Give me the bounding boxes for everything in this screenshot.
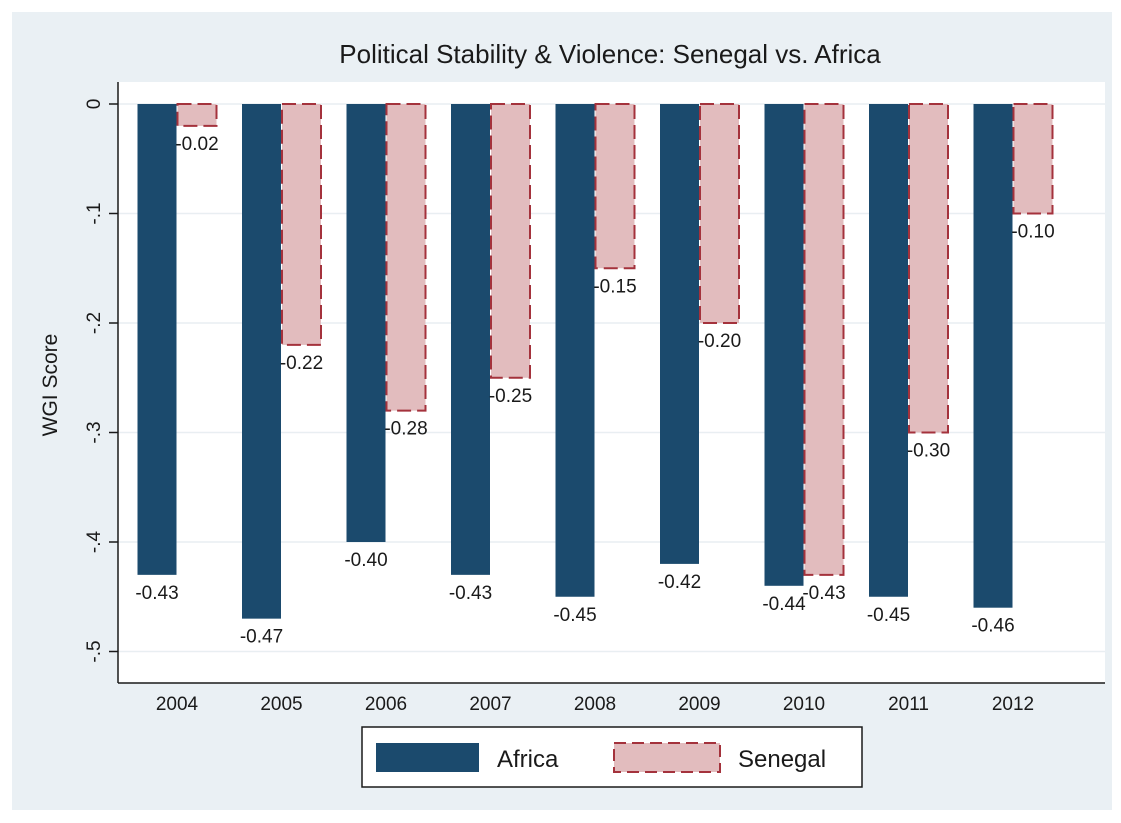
bar-africa <box>242 104 281 619</box>
bar-senegal <box>594 103 636 270</box>
x-tick-label: 2006 <box>365 694 407 715</box>
bars <box>137 103 1054 619</box>
data-label-senegal: -0.43 <box>802 583 845 604</box>
legend-label-africa: Africa <box>497 746 559 773</box>
x-tick-label: 2007 <box>469 694 511 715</box>
bar-senegal <box>908 103 949 434</box>
chart-title: Political Stability & Violence: Senegal … <box>339 39 881 69</box>
bar-africa <box>137 104 177 575</box>
x-tick-label: 2009 <box>678 694 720 715</box>
legend-swatch-senegal <box>613 742 721 773</box>
y-axis-ticks: 0 -.1 -.2 -.3 -.4 -.5 <box>84 99 118 663</box>
bar-africa <box>869 104 908 597</box>
bar-senegal <box>699 103 740 324</box>
bar-africa <box>973 104 1013 608</box>
data-labels: -0.43 -0.02 -0.47 -0.22 -0.40 -0.28 -0.43 -0.25… <box>135 134 1054 648</box>
x-tick-label: 2011 <box>888 694 929 715</box>
data-label-africa: -0.46 <box>971 616 1014 637</box>
legend-swatch-africa <box>376 743 479 772</box>
data-label-africa: -0.40 <box>344 550 387 571</box>
data-label-africa: -0.45 <box>867 605 910 626</box>
data-label-africa: -0.43 <box>449 583 492 604</box>
data-label-senegal: -0.10 <box>1011 222 1054 243</box>
data-label-africa: -0.44 <box>762 594 806 615</box>
x-tick-label: 2004 <box>156 694 199 715</box>
y-tick-label: -.3 <box>84 421 105 443</box>
y-tick-label: 0 <box>84 99 105 110</box>
bar-africa <box>764 104 804 586</box>
data-label-senegal: -0.02 <box>175 134 218 155</box>
data-label-africa: -0.47 <box>240 627 283 648</box>
data-label-senegal: -0.30 <box>907 441 950 462</box>
y-tick-label: -.1 <box>84 202 105 224</box>
bar-africa <box>346 104 386 542</box>
legend-label-senegal: Senegal <box>738 746 826 773</box>
x-tick-label: 2005 <box>260 694 302 715</box>
x-tick-label: 2008 <box>574 694 616 715</box>
legend: Africa Senegal <box>361 726 863 788</box>
x-tick-label: 2010 <box>783 694 825 715</box>
x-tick-label: 2012 <box>992 694 1034 715</box>
y-tick-label: -.2 <box>84 312 105 334</box>
data-label-africa: -0.42 <box>658 572 701 593</box>
bar-senegal <box>176 103 218 127</box>
data-label-senegal: -0.20 <box>698 331 741 352</box>
bar-senegal <box>490 103 531 379</box>
bar-senegal <box>1012 103 1054 215</box>
bar-africa <box>660 104 699 564</box>
bar-africa <box>451 104 490 575</box>
data-label-senegal: -0.22 <box>280 353 323 374</box>
y-axis-label: WGI Score <box>39 334 62 437</box>
x-axis-ticks: 2004 2005 2006 2007 2008 2009 2010 2011 2012 <box>156 694 1034 715</box>
bar-senegal <box>803 103 845 576</box>
data-label-senegal: -0.28 <box>384 419 427 440</box>
bar-senegal <box>281 103 322 346</box>
bar-africa <box>555 104 595 597</box>
data-label-africa: -0.43 <box>135 583 178 604</box>
data-label-senegal: -0.25 <box>489 386 532 407</box>
data-label-senegal: -0.15 <box>593 276 636 297</box>
y-tick-label: -.5 <box>84 640 105 662</box>
bar-senegal <box>385 103 427 412</box>
y-tick-label: -.4 <box>84 530 105 553</box>
data-label-africa: -0.45 <box>553 605 596 626</box>
